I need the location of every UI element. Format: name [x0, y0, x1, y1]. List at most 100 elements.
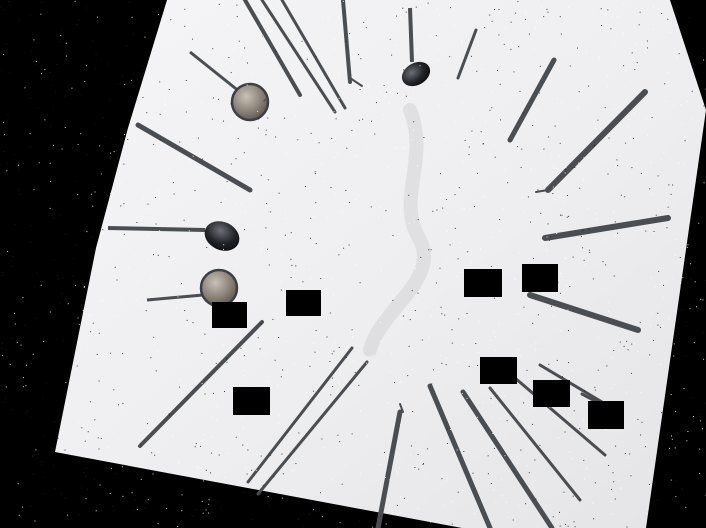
paper-watermark — [363, 103, 431, 357]
redaction-box — [522, 264, 558, 292]
noise-speck — [252, 223, 254, 225]
noise-speck — [446, 230, 448, 232]
noise-speck — [589, 252, 591, 253]
noise-speck — [143, 197, 145, 199]
noise-speck — [445, 364, 447, 366]
noise-speck — [410, 455, 411, 457]
noise-speck — [338, 75, 340, 77]
noise-speck — [275, 136, 277, 138]
noise-speck — [608, 465, 610, 466]
noise-speck — [703, 182, 705, 184]
noise-speck — [513, 71, 515, 73]
noise-speck — [492, 91, 494, 93]
noise-speck — [122, 353, 124, 355]
noise-speck — [427, 2, 429, 4]
noise-speck — [159, 230, 161, 232]
noise-speck — [33, 287, 35, 289]
noise-speck — [7, 251, 9, 252]
noise-speck — [153, 336, 155, 338]
noise-speck — [87, 314, 89, 316]
noise-speck — [5, 349, 7, 351]
noise-speck — [426, 448, 428, 450]
noise-speck — [332, 377, 333, 379]
noise-speck — [615, 445, 617, 447]
noise-speck — [285, 340, 287, 342]
noise-speck — [414, 295, 416, 297]
noise-speck — [330, 394, 332, 396]
noise-speck — [244, 211, 246, 213]
noise-speck — [151, 452, 153, 454]
noise-speck — [18, 193, 20, 195]
noise-speck — [165, 110, 166, 112]
noise-speck — [84, 440, 86, 442]
noise-speck — [25, 413, 27, 415]
noise-speck — [627, 349, 629, 351]
noise-speck — [612, 211, 614, 213]
noise-speck — [608, 302, 610, 304]
noise-speck — [197, 194, 199, 196]
noise-speck — [315, 202, 317, 204]
noise-speck — [474, 513, 476, 515]
noise-speck — [614, 498, 616, 500]
noise-speck — [574, 167, 576, 168]
noise-speck — [615, 165, 616, 167]
noise-speck — [261, 168, 263, 170]
noise-speck — [472, 472, 474, 474]
noise-speck — [535, 498, 537, 500]
noise-speck — [230, 103, 232, 105]
noise-speck — [437, 9, 439, 11]
noise-speck — [552, 516, 554, 518]
noise-speck — [661, 12, 663, 14]
noise-speck — [207, 381, 209, 383]
noise-speck — [65, 42, 67, 44]
noise-speck — [334, 157, 336, 159]
noise-speck — [391, 54, 393, 56]
noise-speck — [365, 148, 367, 150]
noise-speck — [368, 86, 369, 88]
noise-speck — [685, 356, 687, 357]
noise-speck — [450, 7, 451, 9]
noise-speck — [90, 315, 92, 317]
noise-speck — [227, 24, 229, 25]
noise-speck — [568, 7, 570, 9]
noise-speck — [174, 135, 176, 137]
noise-speck — [532, 480, 534, 482]
noise-speck — [22, 386, 24, 388]
noise-speck — [606, 85, 608, 87]
noise-speck — [534, 407, 536, 409]
noise-speck — [609, 222, 611, 223]
noise-speck — [157, 351, 159, 352]
noise-speck — [18, 189, 20, 191]
noise-speck — [341, 213, 343, 215]
noise-speck — [542, 519, 544, 521]
noise-speck — [333, 39, 335, 40]
noise-speck — [338, 382, 340, 384]
noise-speck — [583, 419, 585, 421]
noise-speck — [392, 299, 394, 301]
noise-speck — [413, 121, 415, 123]
noise-speck — [145, 208, 147, 210]
noise-speck — [595, 213, 597, 215]
noise-speck — [82, 279, 84, 281]
noise-speck — [211, 436, 213, 438]
noise-speck — [572, 495, 574, 497]
noise-speck — [260, 249, 261, 251]
noise-speck — [703, 105, 705, 107]
noise-speck — [100, 173, 102, 175]
noise-speck — [282, 473, 284, 475]
noise-speck — [194, 190, 196, 192]
noise-speck — [408, 222, 410, 224]
noise-speck — [158, 13, 159, 15]
noise-speck — [144, 36, 146, 38]
noise-speck — [388, 103, 390, 104]
noise-speck — [292, 454, 294, 456]
noise-speck — [6, 162, 8, 164]
noise-speck — [111, 431, 113, 433]
noise-speck — [550, 236, 552, 238]
noise-speck — [199, 151, 201, 153]
noise-speck — [461, 393, 463, 395]
noise-speck — [492, 417, 493, 419]
noise-speck — [57, 278, 59, 280]
noise-speck — [235, 265, 237, 267]
noise-speck — [308, 513, 310, 515]
